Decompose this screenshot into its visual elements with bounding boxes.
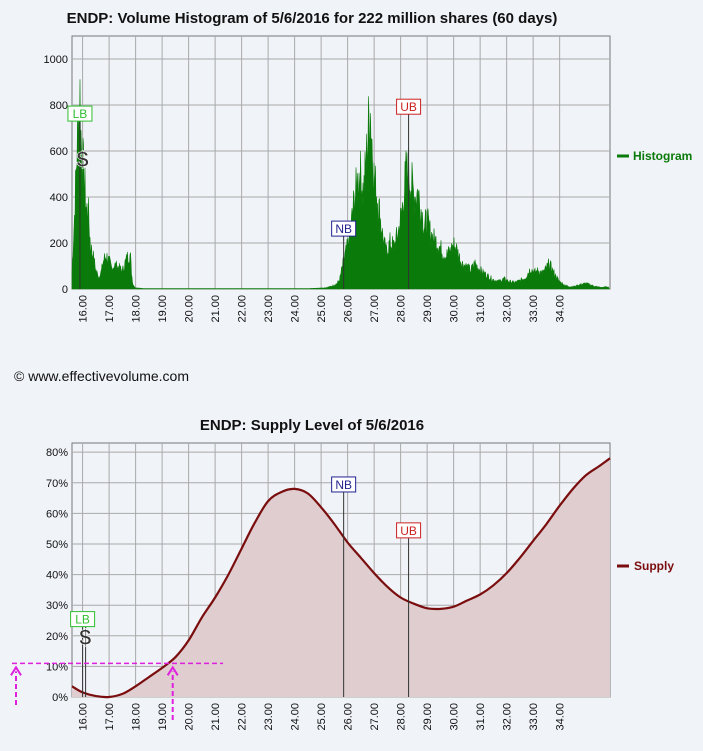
histogram-y-tick-label: 1000 — [44, 54, 68, 66]
supply-x-tick-label: 17.00 — [104, 703, 116, 731]
histogram-x-tick-label: 19.00 — [157, 295, 169, 323]
supply-area-fill — [72, 458, 610, 698]
supply-marker-nb: NB — [331, 476, 357, 697]
supply-y-tick-label: 70% — [46, 478, 68, 490]
supply-reference-arrow-head — [166, 665, 179, 676]
supply-x-tick-label: 18.00 — [131, 703, 143, 731]
supply-x-tick-label: 26.00 — [343, 703, 355, 731]
histogram-x-tick-label: 24.00 — [290, 295, 302, 323]
supply-marker-label: LB — [75, 613, 90, 627]
supply-y-tick-label: 60% — [46, 508, 68, 520]
supply-legend-label: Supply — [634, 559, 674, 573]
histogram-marker-box — [331, 220, 357, 237]
supply-x-tick-label: 23.00 — [263, 703, 275, 731]
supply-marker-ub: UB — [396, 522, 422, 697]
histogram-x-tick-label: 27.00 — [369, 295, 381, 323]
supply-x-tick-label: 32.00 — [502, 703, 514, 731]
histogram-marker-nb: NB — [331, 220, 357, 289]
supply-title: ENDP: Supply Level of 5/6/2016 — [200, 417, 424, 434]
histogram-plot-frame — [71, 35, 611, 290]
histogram-grid — [72, 36, 610, 290]
supply-x-tick-label: 22.00 — [237, 703, 249, 731]
histogram-x-tick-label: 16.00 — [78, 295, 90, 323]
supply-x-tick-label: 30.00 — [449, 703, 461, 731]
histogram-x-tick-label: 21.00 — [210, 295, 222, 323]
supply-x-tick-label: 29.00 — [422, 703, 434, 731]
supply-y-tick-label: 40% — [46, 570, 68, 582]
supply-level-chart: ENDP: Supply Level of 5/6/2016 0% 10% 20% 3… — [10, 417, 674, 731]
histogram-price-dollar-icon: $ — [76, 147, 88, 172]
histogram-x-tick-label: 28.00 — [396, 295, 408, 323]
supply-x-tick-label: 21.00 — [210, 703, 222, 731]
supply-x-tick-label: 20.00 — [184, 703, 196, 731]
histogram-legend-label: Histogram — [633, 149, 692, 163]
supply-y-tick-label: 30% — [46, 600, 68, 612]
supply-x-tick-label: 25.00 — [316, 703, 328, 731]
histogram-y-tick-label: 600 — [50, 146, 68, 158]
supply-x-tick-label: 27.00 — [369, 703, 381, 731]
supply-y-tick-label: 10% — [46, 661, 68, 673]
histogram-x-tick-label: 23.00 — [263, 295, 275, 323]
histogram-x-tick-label: 33.00 — [528, 295, 540, 323]
supply-marker-label: UB — [400, 524, 417, 538]
histogram-x-axis: 16.00 17.00 18.00 19.00 20.00 21.00 22.00 23.00… — [78, 295, 567, 323]
supply-marker-lb: LB — [70, 611, 96, 697]
histogram-x-tick-label: 32.00 — [502, 295, 514, 323]
histogram-marker-lb: LB — [67, 105, 93, 289]
histogram-x-tick-label: 17.00 — [104, 295, 116, 323]
histogram-x-tick-label: 25.00 — [316, 295, 328, 323]
histogram-title: ENDP: Volume Histogram of 5/6/2016 for 2… — [67, 10, 558, 27]
supply-x-tick-label: 34.00 — [555, 703, 567, 731]
histogram-x-tick-label: 20.00 — [184, 295, 196, 323]
supply-y-axis: 0% 10% 20% 30% 40% 50% 60% 70% 80% — [46, 447, 68, 704]
supply-x-tick-label: 19.00 — [157, 703, 169, 731]
histogram-x-tick-label: 31.00 — [475, 295, 487, 323]
histogram-y-tick-label: 0 — [62, 284, 68, 296]
supply-x-axis: 16.00 17.00 18.00 19.00 20.00 21.00 22.00 23.00… — [78, 703, 567, 731]
histogram-marker-label: LB — [73, 107, 88, 121]
histogram-marker-ub: UB — [396, 98, 422, 289]
supply-marker-label: NB — [335, 478, 352, 492]
volume-histogram-chart: ENDP: Volume Histogram of 5/6/2016 for 2… — [44, 10, 693, 323]
supply-y-tick-label: 50% — [46, 539, 68, 551]
histogram-x-tick-label: 30.00 — [449, 295, 461, 323]
supply-x-tick-label: 16.00 — [78, 703, 90, 731]
histogram-x-tick-label: 22.00 — [237, 295, 249, 323]
histogram-x-tick-label: 26.00 — [343, 295, 355, 323]
histogram-markers: LB NB UB $ — [67, 98, 422, 289]
histogram-legend: Histogram — [617, 149, 692, 163]
supply-x-tick-label: 33.00 — [528, 703, 540, 731]
histogram-y-tick-label: 400 — [50, 192, 68, 204]
histogram-marker-box — [396, 98, 422, 115]
supply-y-tick-label: 20% — [46, 631, 68, 643]
supply-reference-lines — [10, 662, 224, 720]
histogram-x-tick-label: 18.00 — [131, 295, 143, 323]
histogram-x-tick-label: 34.00 — [555, 295, 567, 323]
histogram-marker-box — [67, 105, 93, 122]
supply-x-tick-label: 31.00 — [475, 703, 487, 731]
supply-curve-line — [71, 457, 611, 699]
supply-marker-box — [70, 611, 96, 628]
supply-price-dollar-icon: $ — [79, 625, 91, 650]
histogram-y-axis: 0 200 400 600 800 1000 — [44, 54, 68, 296]
supply-marker-box — [331, 476, 357, 493]
supply-y-tick-label: 80% — [46, 447, 68, 459]
copyright-text: © www.effectivevolume.com — [14, 368, 189, 384]
supply-marker-box — [396, 522, 422, 539]
histogram-marker-label: NB — [335, 222, 352, 236]
histogram-x-tick-label: 29.00 — [422, 295, 434, 323]
supply-markers: LB NB UB $ — [70, 476, 422, 697]
supply-y-tick-label: 0% — [52, 692, 68, 704]
histogram-y-tick-label: 200 — [50, 238, 68, 250]
histogram-marker-label: UB — [400, 100, 417, 114]
histogram-volume-area — [71, 79, 610, 290]
supply-reference-arrow-head — [10, 665, 22, 676]
supply-x-tick-label: 24.00 — [290, 703, 302, 731]
supply-legend: Supply — [617, 559, 674, 573]
histogram-y-tick-label: 800 — [50, 100, 68, 112]
supply-x-tick-label: 28.00 — [396, 703, 408, 731]
